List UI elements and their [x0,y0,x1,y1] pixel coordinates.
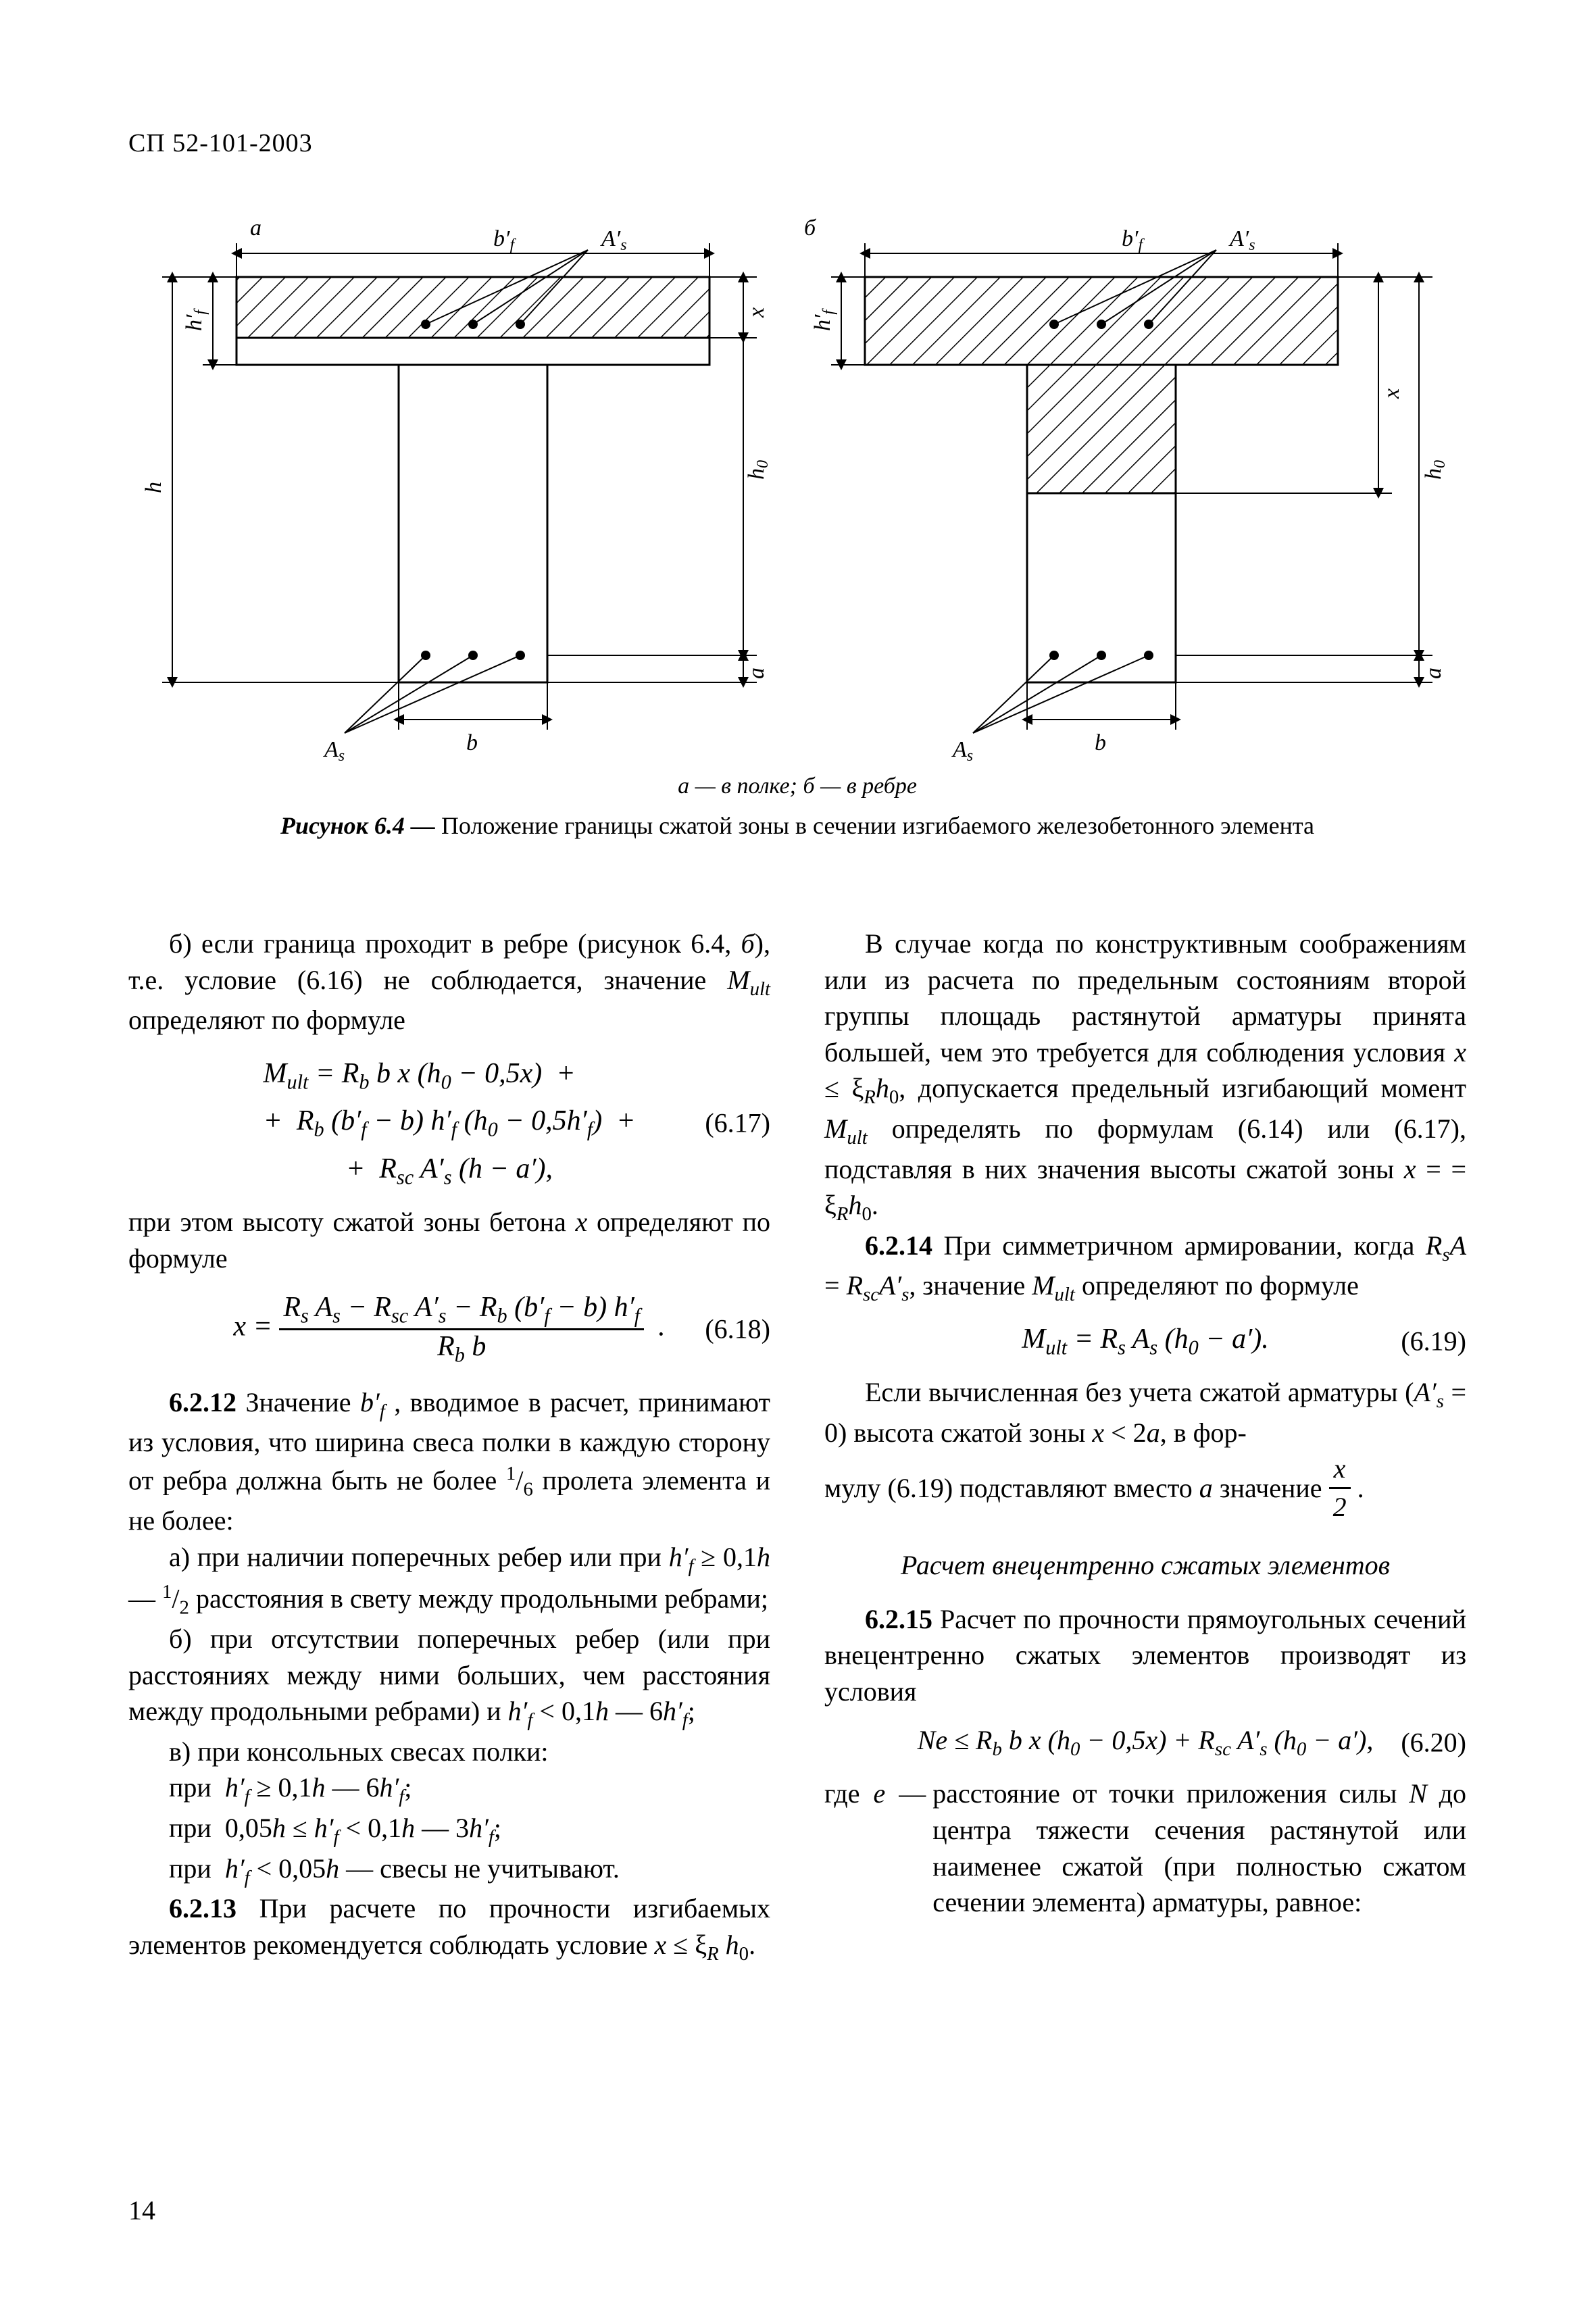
svg-text:A′s: A′s [1228,226,1255,254]
figure-caption-text: Положение границы сжатой зоны в сечении … [441,812,1314,839]
svg-text:h′f: h′f [810,308,838,331]
svg-text:a: a [744,668,769,679]
svg-text:h: h [141,482,166,493]
text-6-2-13: 6.2.13 При расчете по прочности изгибаем… [128,1890,770,1967]
svg-text:b: b [466,730,478,755]
svg-text:h′f: h′f [182,308,209,331]
text-p: Если вычисленная без учета сжатой армату… [824,1374,1466,1451]
figure-caption: а — в полке; б — в ребре Рисунок 6.4 — П… [128,774,1466,840]
text-p: В случае когда по конструктивным соображ… [824,926,1466,1228]
equation-6-19: Mult = Rs As (h0 − a′). (6.19) [824,1323,1466,1359]
text-p: в) при консольных свесах полки: [128,1734,770,1770]
left-column: б) если граница проходит в ребре (рисуно… [128,926,770,1967]
eq-number: (6.20) [1401,1727,1466,1759]
text-6-2-12: 6.2.12 Значение b′f , вводимое в расчет,… [128,1384,770,1539]
equation-6-18: x = Rs As − Rsc A′s − Rb (b′f − b) h′f R… [128,1291,770,1367]
page-number: 14 [128,2194,155,2226]
svg-text:As: As [323,737,345,765]
text-p: при этом высоту сжатой зоны бетона x опр… [128,1204,770,1276]
figure-caption-prefix: Рисунок 6.4 — [280,812,435,839]
frac-n: x [1329,1451,1351,1487]
svg-text:б: б [804,216,817,241]
svg-text:a: a [1421,668,1446,679]
svg-text:h0: h0 [744,460,772,480]
text-6-2-15: 6.2.15 Расчет по прочности прямоугольных… [824,1601,1466,1710]
frac-d: 2 [1329,1487,1351,1526]
svg-text:As: As [951,737,973,765]
section-title: Расчет внецентренно сжатых элементов [824,1549,1466,1581]
equation-6-17: Mult = Rb b x (h0 − 0,5x) + + Rb (b′f − … [128,1057,770,1189]
svg-text:x: x [1379,388,1404,399]
where-clause: где e — расстояние от точки приложения с… [824,1776,1466,1920]
svg-text:b′f: b′f [493,226,516,254]
text-p: при 0,05h ≤ h′f < 0,1h — 3h′f; [128,1810,770,1851]
svg-text:b: b [1095,730,1106,755]
equation-6-20: Ne ≤ Rb b x (h0 − 0,5x) + Rsc A′s (h0 − … [824,1724,1466,1761]
text-p: при h′f < 0,05h — свесы не учитывают. [128,1851,770,1891]
eq-number: (6.19) [1401,1326,1466,1357]
text-p: при h′f ≥ 0,1h — 6h′f; [128,1769,770,1810]
svg-text:b′f: b′f [1122,226,1145,254]
svg-text:а: а [250,216,261,241]
svg-text:h0: h0 [1421,460,1449,480]
right-column: В случае когда по конструктивным соображ… [824,926,1466,1967]
eq-number: (6.18) [705,1313,770,1345]
eq-number: (6.17) [705,1107,770,1139]
figure-subcaption: а — в полке; б — в ребре [678,774,917,799]
svg-text:A′s: A′s [600,226,627,254]
doc-id: СП 52-101-2003 [128,128,313,158]
text-p: б) при отсутствии поперечных ребер (или … [128,1621,770,1734]
text-p: а) при наличии поперечных ребер или при … [128,1539,770,1621]
text-p: мулу (6.19) подставляют вместо a значени… [824,1451,1466,1525]
figure-6-4: а [128,196,1466,777]
svg-text:x: x [744,307,769,318]
text-p: б) если граница проходит в ребре (рисуно… [128,926,770,1038]
text-6-2-14: 6.2.14 При симметричном армировании, ког… [824,1228,1466,1308]
